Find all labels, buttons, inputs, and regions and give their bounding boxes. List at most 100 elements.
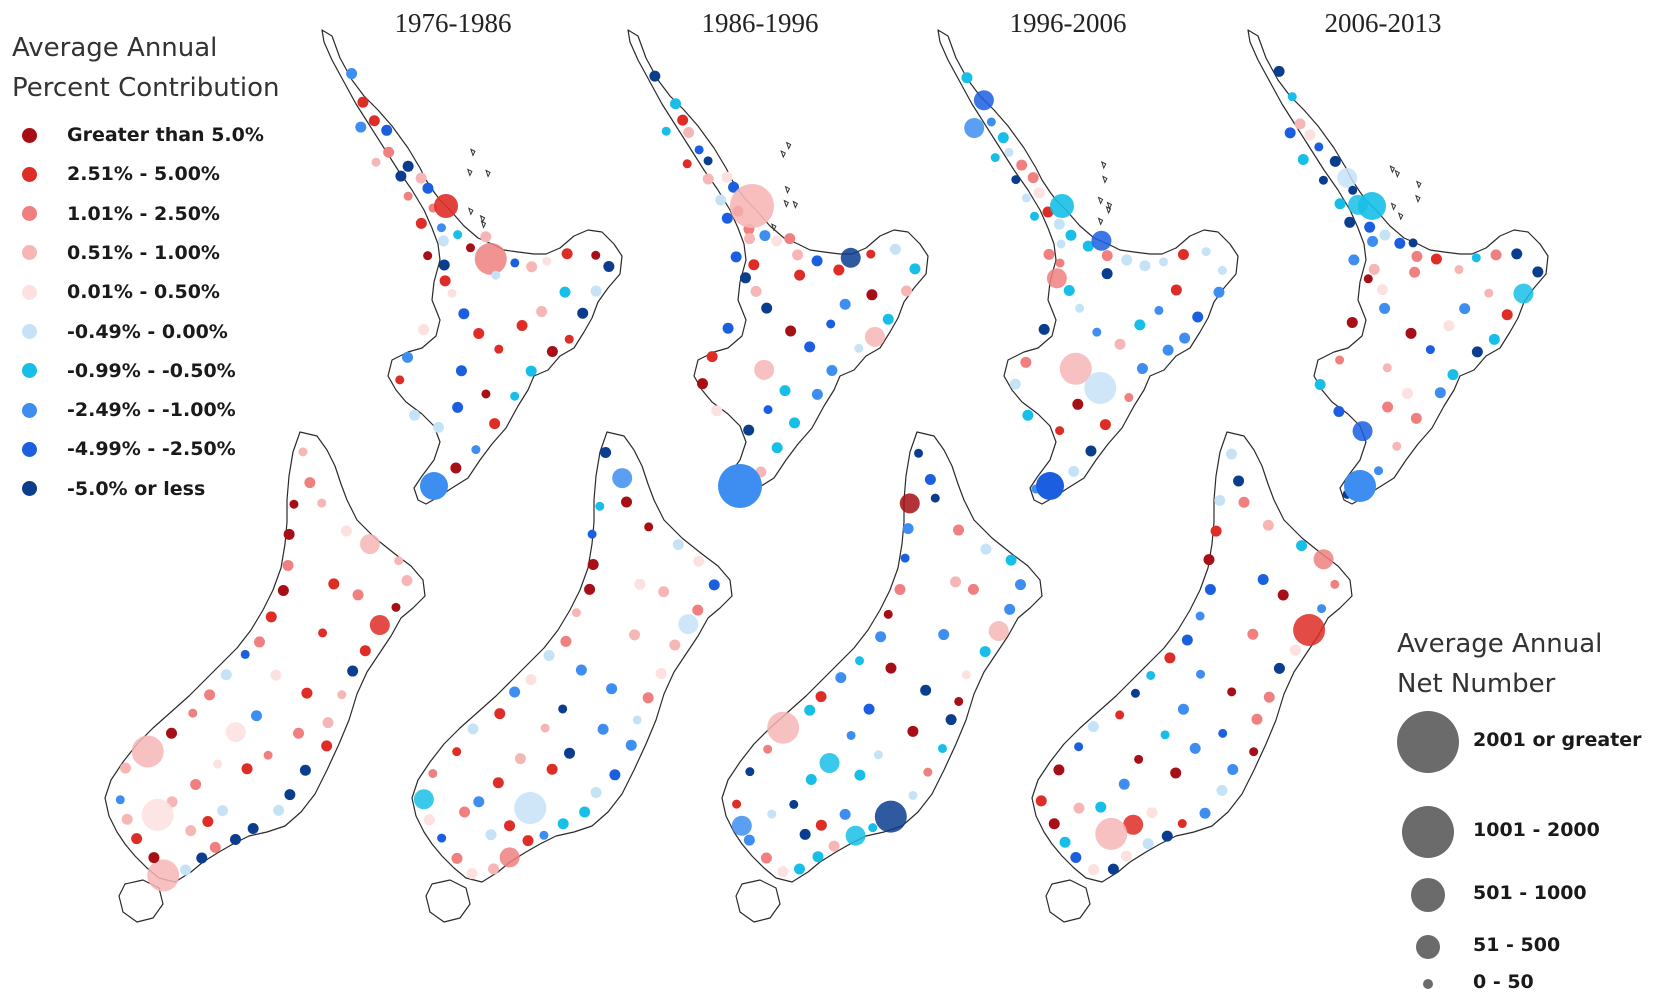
north-settlement-dot [670, 98, 682, 110]
south-settlement-dot [240, 649, 250, 659]
south-settlement-dot [845, 825, 866, 846]
auckland-dot [1358, 192, 1386, 220]
south-settlement-dot [953, 524, 965, 536]
south-settlement-dot [1233, 475, 1245, 487]
offshore-island [783, 199, 789, 208]
color-legend-item: 1.01% - 2.50% [22, 199, 220, 229]
offshore-island [1106, 201, 1113, 210]
south-settlement-dot [873, 750, 883, 760]
north-settlement-dot [542, 256, 552, 266]
south-settlement-dot [1134, 754, 1144, 764]
north-settlement-dot [1101, 250, 1113, 262]
south-settlement-dot [1225, 448, 1237, 460]
north-settlement-dot [763, 405, 773, 415]
south-settlement-dot [1161, 830, 1173, 842]
offshore-island [1416, 180, 1422, 189]
south-settlement-dot [805, 773, 817, 785]
north-settlement-dot [1410, 412, 1422, 424]
south-settlement-dot [672, 539, 684, 551]
size-swatch [1397, 711, 1459, 773]
north-settlement-dot [748, 259, 760, 271]
south-settlement-dot [606, 683, 618, 695]
south-settlement-dot [299, 764, 311, 776]
north-settlement-dot [1364, 221, 1376, 233]
north-settlement-dot [438, 259, 450, 271]
south-settlement-dot [1120, 850, 1132, 862]
north-settlement-dot [458, 308, 470, 320]
north-settlement-dot [1287, 92, 1297, 102]
south-settlement-dot [131, 833, 143, 845]
south-settlement-dot [819, 753, 840, 774]
north-settlement-dot [368, 115, 380, 127]
south-settlement-dot [587, 559, 599, 571]
south-settlement-dot [492, 777, 504, 789]
offshore-island [1097, 217, 1104, 226]
color-swatch [22, 166, 37, 182]
north-settlement-dot [1114, 338, 1126, 350]
north-settlement-dot [1273, 65, 1285, 77]
color-swatch [22, 127, 37, 143]
north-settlement-dot [711, 405, 723, 417]
north-settlement-dot [1213, 286, 1225, 298]
south-settlement-dot [1146, 670, 1156, 680]
north-settlement-dot [702, 173, 714, 185]
south-settlement-dot [273, 804, 285, 816]
north-settlement-dot [1334, 198, 1346, 210]
south-settlement-dot [391, 602, 401, 612]
south-settlement-dot [509, 686, 521, 698]
south-settlement-dot [180, 864, 192, 876]
south-settlement-dot [1216, 784, 1228, 796]
south-settlement-dot [1073, 802, 1085, 814]
north-settlement-dot [510, 258, 520, 268]
south-settlement-dot [558, 704, 568, 714]
north-settlement-dot [721, 212, 733, 224]
north-settlement-dot [1379, 229, 1391, 241]
north-settlement-dot [1162, 344, 1174, 356]
south-settlement-dot [1123, 814, 1144, 835]
color-legend-label: -0.49% - 0.00% [67, 320, 228, 343]
north-settlement-dot [677, 114, 689, 126]
north-settlement-dot [696, 378, 708, 390]
south-settlement-dot [1189, 742, 1201, 754]
offshore-island [1415, 194, 1421, 203]
south-settlement-dot [961, 670, 971, 680]
south-settlement-dot [423, 814, 435, 826]
south-settlement-dot [1218, 728, 1228, 738]
south-settlement-dot [322, 717, 334, 729]
south-settlement-dot [277, 585, 289, 597]
south-settlement-dot [1059, 836, 1071, 848]
north-settlement-dot [961, 72, 973, 84]
offshore-island [784, 185, 791, 194]
north-settlement-dot [1434, 387, 1446, 399]
south-settlement-dot [793, 863, 805, 875]
north-settlement-dot [474, 242, 507, 275]
north-settlement-dot [1405, 327, 1417, 339]
south-settlement-dot [1296, 540, 1308, 552]
north-settlement-dot [1513, 283, 1534, 304]
north-settlement-dot [1392, 441, 1402, 451]
size-legend-title-line2: Net Number [1397, 669, 1556, 699]
offshore-island [1102, 175, 1108, 184]
north-settlement-dot [1314, 142, 1324, 152]
south-settlement-dot [115, 795, 125, 805]
south-settlement-dot [907, 725, 919, 737]
south-settlement-dot [1227, 687, 1237, 697]
south-settlement-dot [1177, 819, 1187, 829]
south-settlement-dot [1107, 863, 1119, 875]
north-settlement-dot [1379, 302, 1391, 314]
south-settlement-dot [595, 501, 605, 511]
color-legend-item: -0.49% - 0.00% [22, 317, 228, 347]
south-settlement-dot [745, 767, 755, 777]
south-settlement-dot [967, 583, 979, 595]
south-settlement-dot [609, 769, 621, 781]
south-settlement-dot [293, 727, 305, 739]
north-settlement-dot [1068, 465, 1080, 477]
color-legend-item: Greater than 5.0% [22, 120, 264, 150]
north-settlement-dot [1501, 309, 1513, 321]
north-settlement-dot [1091, 230, 1112, 251]
south-settlement-dot [692, 604, 704, 616]
south-settlement-dot [777, 866, 789, 878]
color-legend-title-line1: Average Annual [12, 33, 218, 63]
south-settlement-dot [763, 744, 773, 754]
north-settlement-dot [1335, 355, 1345, 365]
